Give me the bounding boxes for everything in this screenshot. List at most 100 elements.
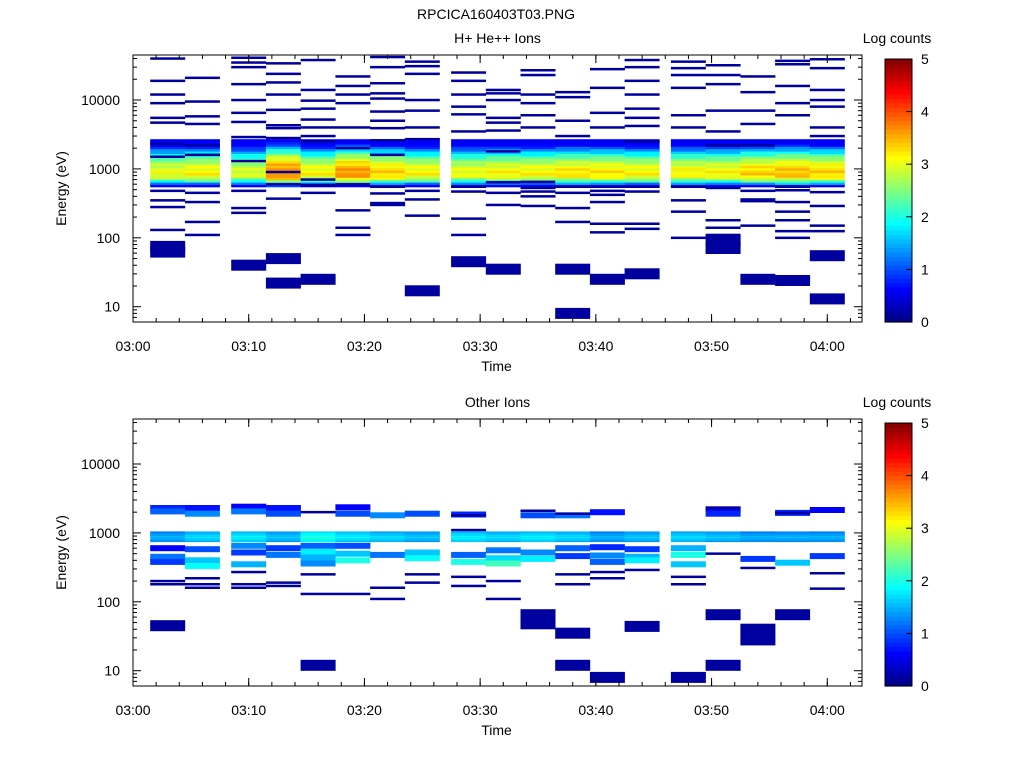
colorbar-step bbox=[885, 646, 912, 652]
band-cell bbox=[184, 146, 220, 150]
colorbar-step bbox=[885, 186, 912, 192]
band-cell bbox=[670, 537, 706, 540]
count-cell bbox=[740, 199, 776, 203]
count-cell bbox=[624, 93, 660, 96]
colorbar-step bbox=[885, 585, 912, 591]
band-cell bbox=[520, 165, 556, 169]
colorbar-step bbox=[885, 484, 912, 490]
band-cell bbox=[265, 536, 301, 539]
band-cell bbox=[404, 170, 440, 173]
colorbar-step bbox=[885, 664, 912, 670]
count-cell bbox=[370, 586, 406, 589]
colorbar-step bbox=[885, 668, 912, 674]
count-cell bbox=[555, 583, 591, 586]
band-cell bbox=[265, 158, 301, 162]
count-cell bbox=[555, 191, 591, 195]
band-cell bbox=[150, 174, 186, 178]
core-cell bbox=[150, 553, 186, 560]
count-cell bbox=[670, 60, 706, 63]
count-cell bbox=[150, 155, 186, 158]
band-cell bbox=[624, 177, 660, 181]
band-cell bbox=[404, 540, 440, 543]
band-cell bbox=[555, 179, 591, 183]
band-cell bbox=[404, 141, 440, 145]
band-cell bbox=[150, 179, 186, 183]
count-cell bbox=[404, 109, 440, 112]
colorbar-step bbox=[885, 519, 912, 525]
band-cell bbox=[775, 163, 811, 166]
band-cell bbox=[705, 153, 741, 157]
band-cell bbox=[670, 536, 706, 539]
count-cell bbox=[520, 73, 556, 77]
band-cell bbox=[485, 141, 521, 145]
band-cell bbox=[740, 540, 776, 543]
band-cell bbox=[231, 539, 267, 541]
band-cell bbox=[589, 535, 625, 537]
colorbar-step bbox=[885, 295, 912, 301]
band-cell bbox=[555, 158, 591, 162]
band-cell bbox=[809, 532, 845, 535]
count-cell bbox=[300, 134, 336, 138]
band-cell bbox=[670, 146, 706, 150]
band-cell bbox=[451, 146, 487, 150]
count-cell bbox=[775, 609, 811, 621]
band-cell bbox=[520, 151, 556, 154]
band-cell bbox=[670, 158, 706, 162]
band-cell bbox=[231, 158, 267, 162]
colorbar-step bbox=[885, 313, 912, 319]
band-cell bbox=[300, 172, 336, 176]
core-cell bbox=[451, 551, 487, 558]
band-cell bbox=[335, 153, 371, 157]
band-cell bbox=[624, 170, 660, 173]
band-cell bbox=[624, 160, 660, 164]
band-cell bbox=[520, 184, 556, 188]
band-cell bbox=[451, 540, 487, 543]
band-cell bbox=[184, 184, 220, 188]
colorbar-step bbox=[885, 440, 912, 446]
count-cell bbox=[184, 583, 220, 586]
band-cell bbox=[184, 179, 220, 183]
band-cell bbox=[555, 165, 591, 169]
count-cell bbox=[705, 226, 741, 229]
colorbar-step bbox=[885, 541, 912, 547]
count-cell bbox=[265, 182, 301, 186]
band-cell bbox=[451, 163, 487, 166]
count-cell bbox=[624, 620, 660, 632]
count-cell bbox=[231, 259, 267, 271]
band-cell bbox=[335, 139, 371, 143]
count-cell bbox=[624, 107, 660, 110]
band-cell bbox=[520, 540, 556, 543]
count-cell bbox=[150, 620, 186, 632]
count-cell bbox=[809, 572, 845, 575]
band-cell bbox=[589, 160, 625, 164]
band-cell bbox=[300, 151, 336, 154]
count-cell bbox=[451, 575, 487, 579]
count-cell bbox=[335, 233, 371, 237]
count-cell bbox=[589, 671, 625, 683]
colorbar-step bbox=[885, 598, 912, 604]
band-cell bbox=[300, 179, 336, 183]
count-cell bbox=[775, 219, 811, 222]
band-cell bbox=[624, 535, 660, 537]
colorbar-step bbox=[885, 475, 912, 481]
count-cell bbox=[705, 73, 741, 77]
band-cell bbox=[485, 535, 521, 537]
count-cell bbox=[265, 62, 301, 65]
band-cell bbox=[670, 143, 706, 147]
y-tick-label: 10000 bbox=[81, 456, 120, 472]
band-cell bbox=[451, 153, 487, 157]
colorbar-step bbox=[885, 159, 912, 165]
count-cell bbox=[451, 105, 487, 108]
band-cell bbox=[231, 172, 267, 176]
band-cell bbox=[265, 177, 301, 181]
count-cell bbox=[451, 130, 487, 133]
band-cell bbox=[555, 155, 591, 159]
band-cell bbox=[775, 182, 811, 185]
count-cell bbox=[775, 84, 811, 88]
band-cell bbox=[451, 158, 487, 162]
band-cell bbox=[809, 155, 845, 159]
band-cell bbox=[370, 155, 406, 159]
band-cell bbox=[520, 160, 556, 164]
band-cell bbox=[184, 139, 220, 143]
band-cell bbox=[555, 143, 591, 147]
